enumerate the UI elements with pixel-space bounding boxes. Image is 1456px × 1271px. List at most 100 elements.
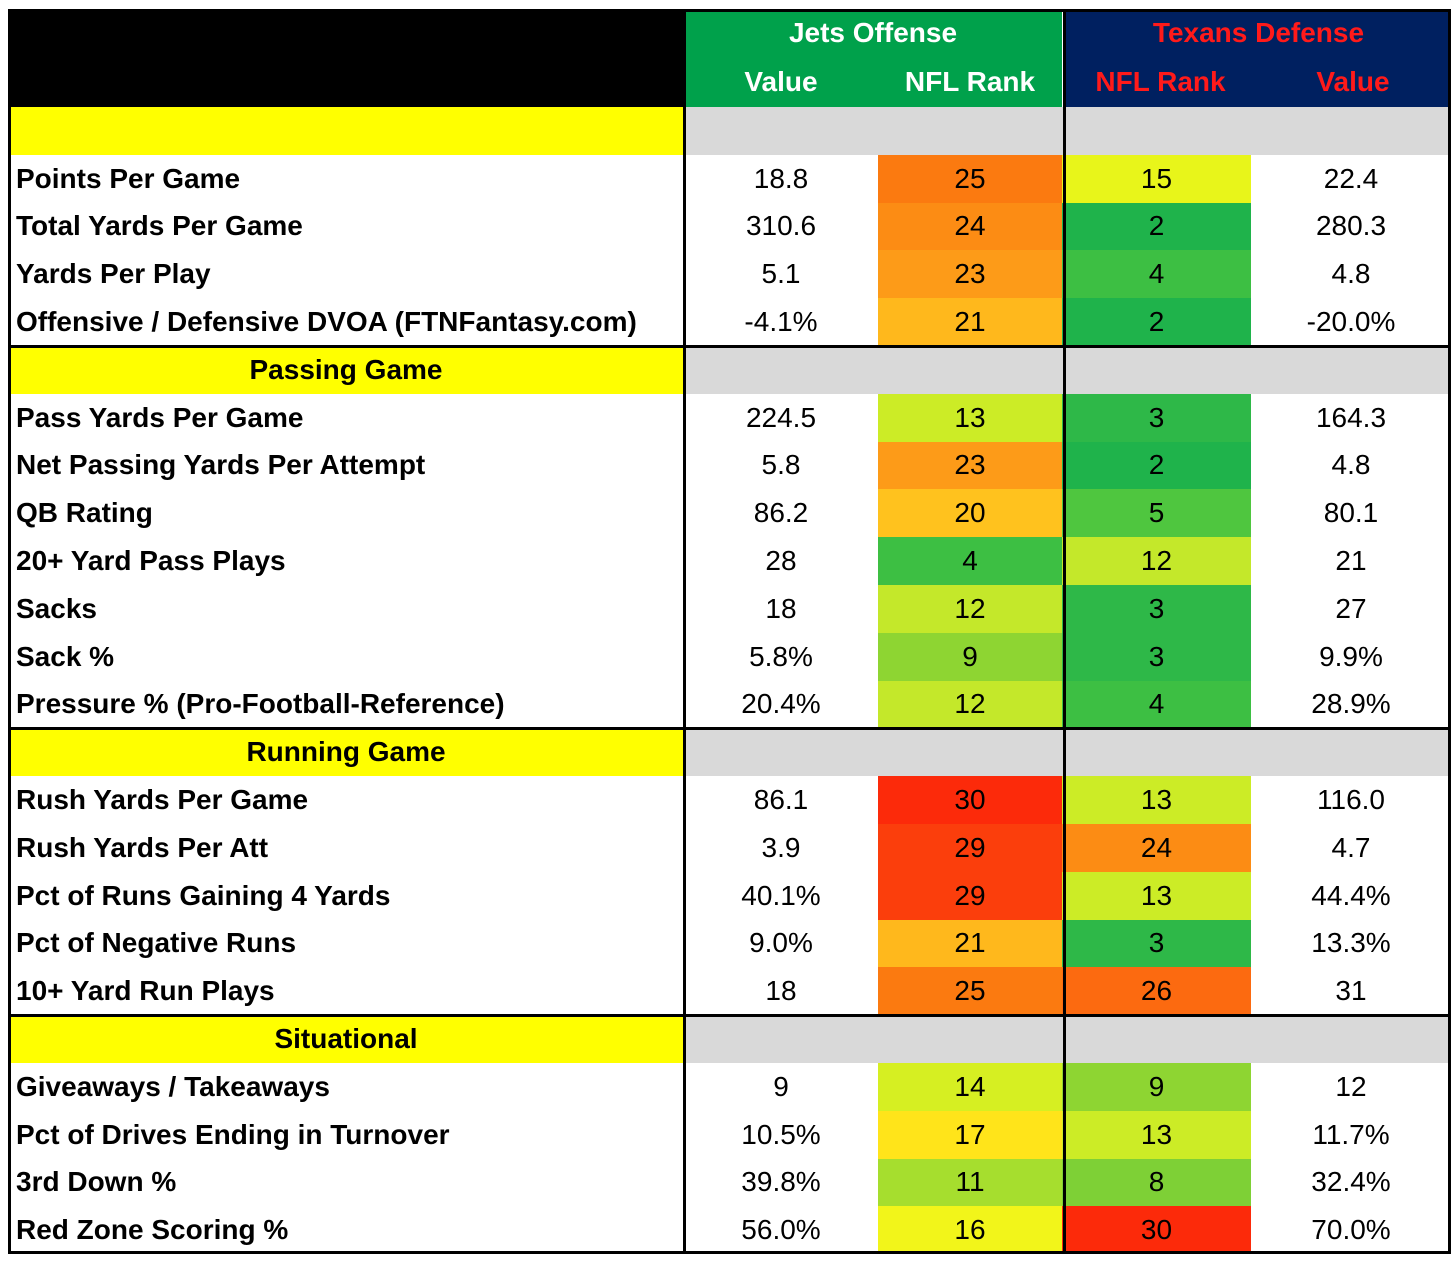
section-header-row: Situational xyxy=(8,1015,1451,1063)
jets-offense-header: Jets Offense Value NFL Rank xyxy=(684,9,1062,107)
offense-rank: 23 xyxy=(878,250,1062,299)
defense-rank: 3 xyxy=(1062,919,1251,968)
offense-value: 86.1 xyxy=(753,784,809,816)
table-row: 20+ Yard Pass Plays 28 4 12 21 xyxy=(8,537,1451,585)
table-row: QB Rating 86.2 20 5 80.1 xyxy=(8,489,1451,538)
table-row: Points Per Game 18.8 25 15 22.4 xyxy=(8,154,1451,203)
section-divider xyxy=(8,726,1451,730)
offense-value: 20.4% xyxy=(741,688,821,720)
table-row: Giveaways / Takeaways 9 14 9 12 xyxy=(8,1062,1451,1111)
offense-rank: 24 xyxy=(878,202,1062,251)
defense-value: 164.3 xyxy=(1315,401,1387,433)
offense-value: 5.8 xyxy=(761,449,801,481)
stat-label: Pct of Drives Ending in Turnover xyxy=(16,1118,450,1150)
table-body: Points Per Game 18.8 25 15 22.4 Total Yards P… xyxy=(8,107,1451,1255)
defense-value: 4.8 xyxy=(1331,449,1371,481)
table-row: Pressure % (Pro-Football-Reference) 20.4%… xyxy=(8,680,1451,729)
defense-rank: 3 xyxy=(1062,393,1251,442)
defense-rank: 15 xyxy=(1062,154,1251,203)
table-row: Total Yards Per Game 310.6 24 2 280.3 xyxy=(8,202,1451,251)
offense-rank: 29 xyxy=(878,823,1062,872)
defense-value: 12 xyxy=(1335,1070,1367,1102)
defense-rank: 3 xyxy=(1062,632,1251,681)
defense-value: 9.9% xyxy=(1319,640,1383,672)
offense-rank: 25 xyxy=(878,154,1062,203)
offense-rank: 14 xyxy=(878,1062,1062,1111)
defense-rank: 13 xyxy=(1062,871,1251,920)
stat-label: Points Per Game xyxy=(16,162,241,194)
offense-rank: 11 xyxy=(878,1158,1062,1207)
defense-value: 70.0% xyxy=(1311,1214,1391,1246)
stat-label: 20+ Yard Pass Plays xyxy=(16,545,286,577)
defense-value: 31 xyxy=(1335,975,1367,1007)
stat-label: Pass Yards Per Game xyxy=(16,401,304,433)
defense-value: 80.1 xyxy=(1323,497,1379,529)
offense-value: -4.1% xyxy=(744,306,818,338)
offense-value: 9 xyxy=(773,1070,789,1102)
defense-value: -20.0% xyxy=(1306,306,1396,338)
texans-defense-title: Texans Defense xyxy=(1152,17,1365,48)
table-row: Pct of Runs Gaining 4 Yards 40.1% 29 13 44.4… xyxy=(8,871,1451,920)
defense-rank: 13 xyxy=(1062,1110,1251,1159)
offense-value: 40.1% xyxy=(741,879,821,911)
defense-rank: 5 xyxy=(1062,489,1251,538)
defense-value: 4.8 xyxy=(1331,258,1371,290)
section-title: Situational xyxy=(8,1015,684,1063)
stat-label: Total Yards Per Game xyxy=(16,210,303,242)
defense-value: 28.9% xyxy=(1311,688,1391,720)
table-row: Pass Yards Per Game 224.5 13 3 164.3 xyxy=(8,393,1451,442)
defense-value: 44.4% xyxy=(1311,879,1391,911)
defense-rank: 30 xyxy=(1062,1206,1251,1255)
section-divider xyxy=(8,1013,1451,1017)
defense-rank: 2 xyxy=(1062,202,1251,251)
border-top xyxy=(8,9,1451,12)
defense-value: 32.4% xyxy=(1311,1166,1391,1198)
divider-offense-defense xyxy=(1063,9,1066,1255)
jets-value-label: Value xyxy=(744,66,818,97)
stat-label: Rush Yards Per Game xyxy=(16,784,309,816)
defense-value: 27 xyxy=(1335,592,1367,624)
section-filler xyxy=(684,107,1451,155)
offense-rank: 9 xyxy=(878,632,1062,681)
offense-rank: 21 xyxy=(878,919,1062,968)
table-row: 10+ Yard Run Plays 18 25 26 31 xyxy=(8,967,1451,1016)
section-filler xyxy=(684,1015,1451,1063)
defense-value: 280.3 xyxy=(1315,210,1387,242)
texans-defense-header: Texans Defense NFL Rank Value xyxy=(1066,9,1451,107)
defense-rank: 13 xyxy=(1062,776,1251,824)
offense-rank: 16 xyxy=(878,1206,1062,1255)
stat-label: Pct of Runs Gaining 4 Yards xyxy=(16,879,391,911)
defense-rank: 2 xyxy=(1062,441,1251,490)
table-row: Net Passing Yards Per Attempt 5.8 23 2 4.8 xyxy=(8,441,1451,490)
table-row: Rush Yards Per Game 86.1 30 13 116.0 xyxy=(8,776,1451,824)
section-divider xyxy=(8,344,1451,348)
table-row: Yards Per Play 5.1 23 4 4.8 xyxy=(8,250,1451,299)
offense-rank: 21 xyxy=(878,298,1062,346)
defense-rank: 24 xyxy=(1062,823,1251,872)
offense-value: 18.8 xyxy=(753,162,809,194)
offense-rank: 4 xyxy=(878,537,1062,585)
stat-label: Offensive / Defensive DVOA (FTNFantasy.c… xyxy=(16,306,637,338)
offense-value: 18 xyxy=(765,592,797,624)
jets-rank-label: NFL Rank xyxy=(904,66,1036,97)
stat-label: Pressure % (Pro-Football-Reference) xyxy=(16,688,505,720)
section-title xyxy=(8,107,684,155)
offense-rank: 20 xyxy=(878,489,1062,538)
offense-value: 86.2 xyxy=(753,497,809,529)
offense-rank: 29 xyxy=(878,871,1062,920)
offense-value: 28 xyxy=(765,545,797,577)
stat-label: Rush Yards Per Att xyxy=(16,831,269,863)
offense-value: 310.6 xyxy=(745,210,817,242)
stat-label: Pct of Negative Runs xyxy=(16,927,297,959)
jets-offense-title: Jets Offense xyxy=(788,17,958,48)
offense-value: 39.8% xyxy=(741,1166,821,1198)
offense-value: 56.0% xyxy=(741,1214,821,1246)
defense-rank: 8 xyxy=(1062,1158,1251,1207)
section-header-row: Passing Game xyxy=(8,345,1451,394)
border-left xyxy=(8,9,11,1255)
section-filler xyxy=(684,728,1451,777)
divider-label-offense xyxy=(683,9,686,1255)
texans-value-label: Value xyxy=(1316,66,1390,97)
table-row: 3rd Down % 39.8% 11 8 32.4% xyxy=(8,1158,1451,1207)
table-row: Pct of Drives Ending in Turnover 10.5% 17 1… xyxy=(8,1110,1451,1159)
